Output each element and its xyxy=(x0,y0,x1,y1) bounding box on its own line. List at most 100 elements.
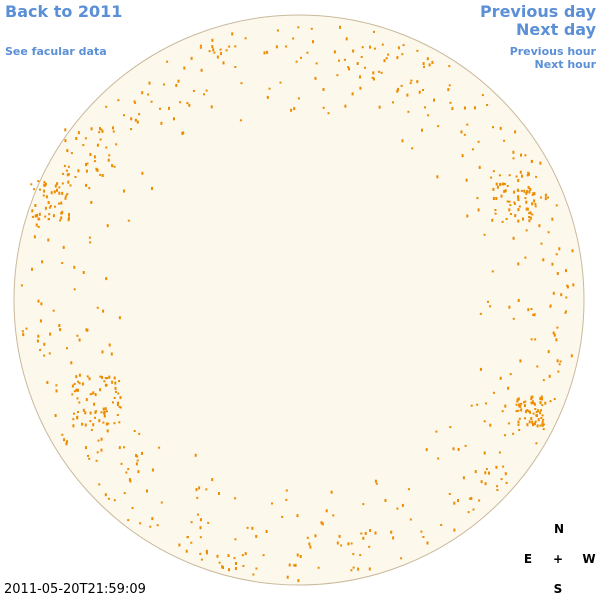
facula-speck xyxy=(93,155,96,159)
facula-speck xyxy=(218,561,221,564)
facula-speck xyxy=(135,454,138,457)
facula-speck xyxy=(58,191,61,195)
facula-speck xyxy=(76,415,79,418)
facula-speck xyxy=(39,348,42,351)
facula-speck xyxy=(558,363,561,366)
facula-speck xyxy=(294,563,297,567)
facula-speck xyxy=(151,187,153,190)
facula-speck xyxy=(68,173,70,176)
facula-speck xyxy=(73,390,76,393)
facula-speck xyxy=(517,397,520,401)
facula-speck xyxy=(148,81,151,85)
facula-speck xyxy=(119,406,122,409)
facula-speck xyxy=(130,128,133,131)
facula-speck xyxy=(234,538,237,541)
facula-speck xyxy=(465,178,468,182)
facula-speck xyxy=(514,202,516,205)
previous-hour-link[interactable]: Previous hour xyxy=(509,45,596,58)
facula-speck xyxy=(95,459,98,462)
facula-speck xyxy=(449,426,452,429)
facula-speck xyxy=(360,532,363,535)
facula-speck xyxy=(517,299,520,302)
facula-speck xyxy=(448,493,451,495)
facula-speck xyxy=(160,501,163,504)
facula-speck xyxy=(293,107,296,111)
facula-speck xyxy=(100,128,103,131)
facula-speck xyxy=(535,414,538,417)
facula-speck xyxy=(37,180,40,183)
facula-speck xyxy=(549,304,552,307)
facular-link[interactable]: See facular data xyxy=(5,45,107,58)
compass-center: + xyxy=(552,552,564,566)
previous-day-link[interactable]: Previous day xyxy=(479,2,596,21)
facula-speck xyxy=(409,82,412,85)
facula-speck xyxy=(528,420,531,424)
facula-speck xyxy=(433,98,435,102)
facula-speck xyxy=(285,489,288,492)
facula-speck xyxy=(552,331,555,335)
facula-speck xyxy=(540,395,543,398)
facula-speck xyxy=(514,214,517,218)
facula-speck xyxy=(111,164,114,168)
facula-speck xyxy=(428,63,431,67)
facula-speck xyxy=(275,45,278,49)
facula-speck xyxy=(519,170,522,174)
facula-speck xyxy=(533,192,536,196)
facula-speck xyxy=(556,359,559,363)
facula-speck xyxy=(411,147,414,150)
facula-speck xyxy=(88,187,91,190)
facula-speck xyxy=(183,66,186,70)
facula-speck xyxy=(488,471,490,475)
facula-speck xyxy=(531,213,534,216)
facula-speck xyxy=(123,446,125,449)
next-hour-link[interactable]: Next hour xyxy=(534,58,597,71)
facula-speck xyxy=(559,360,562,363)
facula-speck xyxy=(35,223,38,227)
facula-speck xyxy=(507,386,510,390)
facula-speck xyxy=(97,439,100,442)
next-day-link[interactable]: Next day xyxy=(516,20,596,39)
facula-speck xyxy=(68,213,70,216)
facula-speck xyxy=(517,409,520,412)
facula-speck xyxy=(76,334,79,337)
facula-speck xyxy=(101,375,103,379)
facula-speck xyxy=(118,316,121,320)
facula-speck xyxy=(528,216,531,218)
facula-speck xyxy=(571,249,574,253)
facula-speck xyxy=(111,380,114,384)
facula-speck xyxy=(518,417,521,420)
facula-speck xyxy=(338,59,340,62)
facula-speck xyxy=(426,541,429,545)
facula-speck xyxy=(380,71,383,74)
facula-speck xyxy=(343,58,346,61)
facula-speck xyxy=(43,342,46,346)
facula-speck xyxy=(105,105,108,108)
facula-speck xyxy=(36,213,38,217)
facula-speck xyxy=(63,438,66,442)
facula-speck xyxy=(135,462,138,466)
facula-speck xyxy=(228,45,231,48)
facula-speck xyxy=(92,423,95,427)
facula-speck xyxy=(564,311,567,314)
facula-speck xyxy=(440,524,443,526)
facula-speck xyxy=(360,56,363,58)
compass-west: W xyxy=(582,552,596,566)
facula-speck xyxy=(555,253,558,256)
facula-speck xyxy=(359,86,362,90)
facula-speck xyxy=(499,182,501,186)
compass-east: E xyxy=(523,552,533,566)
facula-speck xyxy=(448,84,451,87)
facula-speck xyxy=(517,195,519,199)
facula-speck xyxy=(163,83,165,86)
facula-speck xyxy=(494,209,497,211)
facula-speck xyxy=(540,409,542,412)
facula-speck xyxy=(499,126,502,130)
facula-speck xyxy=(541,422,544,426)
back-link[interactable]: Back to 2011 xyxy=(5,2,123,21)
facula-speck xyxy=(75,388,78,392)
facula-speck xyxy=(113,499,116,502)
facula-speck xyxy=(551,262,554,266)
facula-speck xyxy=(336,541,339,545)
facula-speck xyxy=(211,45,214,49)
